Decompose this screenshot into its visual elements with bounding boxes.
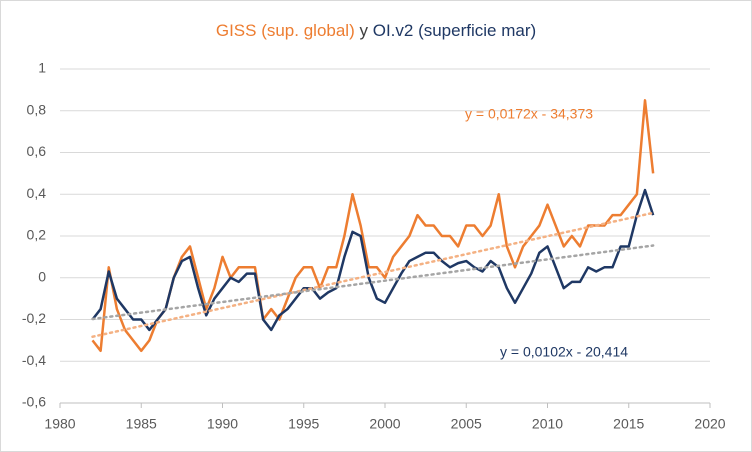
trendline bbox=[91, 244, 655, 321]
y-tick-label: 0 bbox=[38, 268, 46, 284]
trendline-label: y = 0,0172x - 34,373 bbox=[465, 106, 593, 122]
y-tick-label: 1 bbox=[38, 60, 46, 76]
y-tick-label: 0,6 bbox=[27, 143, 47, 159]
x-tick-label: 2015 bbox=[613, 416, 644, 432]
x-tick-label: 2020 bbox=[694, 416, 725, 432]
trendline-label: y = 0,0102x - 20,414 bbox=[500, 344, 628, 360]
y-tick-label: 0,2 bbox=[27, 227, 47, 243]
title-part: GISS (sup. global) bbox=[216, 21, 355, 40]
x-tick-label: 2000 bbox=[369, 416, 400, 432]
y-tick-label: -0,4 bbox=[22, 352, 46, 368]
series-line bbox=[91, 188, 655, 332]
y-tick-label: -0,6 bbox=[22, 394, 46, 410]
trendline bbox=[91, 211, 655, 338]
chart-title: GISS (sup. global) y OI.v2 (superficie m… bbox=[216, 21, 536, 40]
y-tick-label: 0,8 bbox=[27, 101, 47, 117]
x-tick-label: 1980 bbox=[44, 416, 75, 432]
x-tick-label: 1985 bbox=[126, 416, 157, 432]
y-tick-label: 0,4 bbox=[27, 185, 47, 201]
title-part: OI.v2 (superficie mar) bbox=[373, 21, 536, 40]
x-tick-label: 2005 bbox=[451, 416, 482, 432]
title-part: y bbox=[359, 21, 368, 40]
y-tick-label: -0,2 bbox=[22, 310, 46, 326]
x-tick-label: 1990 bbox=[207, 416, 238, 432]
x-tick-label: 2010 bbox=[532, 416, 563, 432]
x-tick-label: 1995 bbox=[288, 416, 319, 432]
series-line bbox=[91, 99, 655, 353]
